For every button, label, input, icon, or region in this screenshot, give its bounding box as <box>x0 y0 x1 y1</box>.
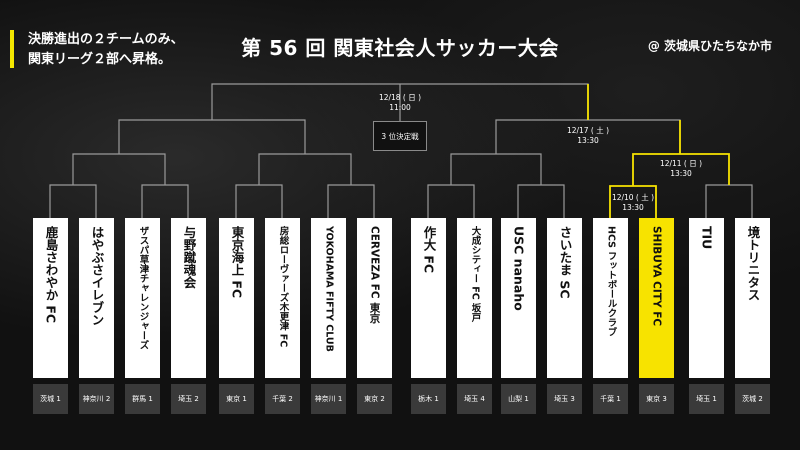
team-name: 境トリニタス <box>745 226 761 301</box>
team-pref: 栃木 1 <box>411 384 446 414</box>
team-name: さいたま SC <box>557 226 573 299</box>
team-card: 鹿島さわやか FC 茨城 1 <box>33 218 68 414</box>
highlight-qf <box>632 153 730 186</box>
team-card: 大成シティー FC 坂戸 埼玉 4 <box>457 218 492 414</box>
team-pref: 神奈川 1 <box>311 384 346 414</box>
team-card: YOKOHAMA FIFTY CLUB 神奈川 1 <box>311 218 346 414</box>
qf-left-1 <box>72 153 166 185</box>
third-place-label: 3 位決定戦 <box>381 131 419 141</box>
team-pref: 群馬 1 <box>125 384 160 414</box>
final-schedule: 12/18 ( 日 ) 11:00 <box>370 93 430 113</box>
sf-left <box>118 119 306 154</box>
qf-right-date: 12/11 ( 日 ) <box>659 159 703 168</box>
team-name: TIU <box>699 226 715 250</box>
qf-right-1 <box>450 153 542 185</box>
team-name: はやぶさイレブン <box>89 226 105 326</box>
team-name: 房総ローヴァーズ木更津 FC <box>277 226 289 348</box>
team-name: 与野蹴魂会 <box>181 226 197 289</box>
final-date: 12/18 ( 日 ) <box>378 93 422 102</box>
team-card: 東京海上 FC 東京 1 <box>219 218 254 414</box>
semi-right-date: 12/17 ( 土 ) <box>566 126 610 135</box>
r1-right-2 <box>517 184 565 218</box>
team-pref: 埼玉 1 <box>689 384 724 414</box>
team-name: 作大 FC <box>421 226 437 274</box>
team-card: ザスパ草津チャレンジャーズ 群馬 1 <box>125 218 160 414</box>
team-name: ザスパ草津チャレンジャーズ <box>137 226 149 350</box>
team-card: さいたま SC 埼玉 3 <box>547 218 582 414</box>
team-card: 房総ローヴァーズ木更津 FC 千葉 2 <box>265 218 300 414</box>
team-card: はやぶさイレブン 神奈川 2 <box>79 218 114 414</box>
team-pref: 東京 3 <box>639 384 674 414</box>
r1-left-1 <box>49 184 97 218</box>
venue-label: @ 茨城県ひたちなか市 <box>647 39 772 53</box>
team-card: TIU 埼玉 1 <box>689 218 724 414</box>
team-name: USC nanaho <box>511 226 527 311</box>
qf-right-schedule: 12/11 ( 日 ) 13:30 <box>651 159 711 179</box>
note-text: 決勝進出の２チームのみ、 関東リーグ２部へ昇格。 <box>28 30 184 70</box>
semi-right-schedule: 12/17 ( 土 ) 13:30 <box>558 126 618 146</box>
team-pref: 埼玉 4 <box>457 384 492 414</box>
team-card: HCS フットボールクラブ 千葉 1 <box>593 218 628 414</box>
team-name: 東京海上 FC <box>229 226 245 299</box>
team-name: SHIBUYA CITY FC <box>650 226 663 327</box>
qf-right-time: 13:30 <box>670 169 692 178</box>
team-pref: 山梨 1 <box>501 384 536 414</box>
team-card: CERVEZA FC 東京 東京 2 <box>357 218 392 414</box>
team-card-highlighted: SHIBUYA CITY FC 東京 3 <box>639 218 674 414</box>
note-line-1: 決勝進出の２チームのみ、 <box>28 32 184 47</box>
qf-left-2 <box>258 153 352 185</box>
semi-right-time: 13:30 <box>577 136 599 145</box>
r1-right-date: 12/10 ( 土 ) <box>611 193 655 202</box>
team-pref: 神奈川 2 <box>79 384 114 414</box>
team-pref: 千葉 2 <box>265 384 300 414</box>
team-pref: 茨城 1 <box>33 384 68 414</box>
r1-right-time: 13:30 <box>622 203 644 212</box>
team-pref: 埼玉 3 <box>547 384 582 414</box>
team-card: USC nanaho 山梨 1 <box>501 218 536 414</box>
r1-left-2 <box>141 184 189 218</box>
team-card: 境トリニタス 茨城 2 <box>735 218 770 414</box>
r1-left-4 <box>327 184 375 218</box>
team-pref: 東京 1 <box>219 384 254 414</box>
note-accent-bar <box>10 30 14 68</box>
team-name: YOKOHAMA FIFTY CLUB <box>323 226 335 352</box>
team-card: 作大 FC 栃木 1 <box>411 218 446 414</box>
team-card: 与野蹴魂会 埼玉 2 <box>171 218 206 414</box>
note-line-2: 関東リーグ２部へ昇格。 <box>28 52 172 67</box>
team-pref: 埼玉 2 <box>171 384 206 414</box>
team-pref: 千葉 1 <box>593 384 628 414</box>
r1-right-schedule: 12/10 ( 土 ) 13:30 <box>603 193 663 213</box>
page-title: 第 56 回 関東社会人サッカー大会 <box>241 36 559 60</box>
team-name: CERVEZA FC 東京 <box>368 226 381 324</box>
team-name: HCS フットボールクラブ <box>605 226 617 337</box>
team-pref: 茨城 2 <box>735 384 770 414</box>
team-pref: 東京 2 <box>357 384 392 414</box>
third-place-box: 3 位決定戦 <box>373 121 427 151</box>
r1-right-4 <box>705 184 753 218</box>
r1-right-1 <box>427 184 475 218</box>
team-name: 鹿島さわやか FC <box>43 226 59 324</box>
r1-left-3 <box>235 184 283 218</box>
final-time: 11:00 <box>389 103 411 112</box>
team-name: 大成シティー FC 坂戸 <box>469 226 481 323</box>
